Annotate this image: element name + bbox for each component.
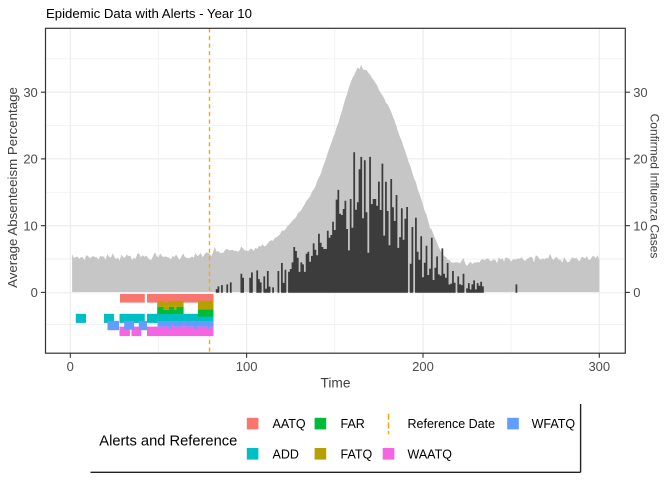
svg-text:Time: Time xyxy=(321,376,351,391)
svg-text:FAR: FAR xyxy=(341,417,365,431)
svg-text:Alerts and Reference: Alerts and Reference xyxy=(99,434,237,450)
svg-text:Epidemic Data with Alerts - Ye: Epidemic Data with Alerts - Year 10 xyxy=(46,6,252,21)
svg-text:AATQ: AATQ xyxy=(273,417,306,431)
svg-text:10: 10 xyxy=(23,218,37,233)
svg-text:100: 100 xyxy=(236,359,258,374)
svg-text:WFATQ: WFATQ xyxy=(532,417,576,431)
svg-text:30: 30 xyxy=(633,85,647,100)
svg-text:ADD: ADD xyxy=(273,447,299,461)
svg-text:20: 20 xyxy=(23,152,37,167)
svg-text:30: 30 xyxy=(23,85,37,100)
svg-text:Reference Date: Reference Date xyxy=(408,417,496,431)
svg-text:0: 0 xyxy=(31,285,38,300)
svg-text:WAATQ: WAATQ xyxy=(408,447,453,461)
svg-text:FATQ: FATQ xyxy=(341,447,373,461)
svg-text:20: 20 xyxy=(633,152,647,167)
svg-text:200: 200 xyxy=(412,359,434,374)
svg-text:10: 10 xyxy=(633,218,647,233)
svg-text:Confirmed Influenza Cases: Confirmed Influenza Cases xyxy=(648,114,662,259)
svg-text:300: 300 xyxy=(588,359,610,374)
svg-text:0: 0 xyxy=(633,285,640,300)
svg-text:0: 0 xyxy=(67,359,74,374)
svg-text:Average Absenteeism Percentage: Average Absenteeism Percentage xyxy=(5,87,20,288)
